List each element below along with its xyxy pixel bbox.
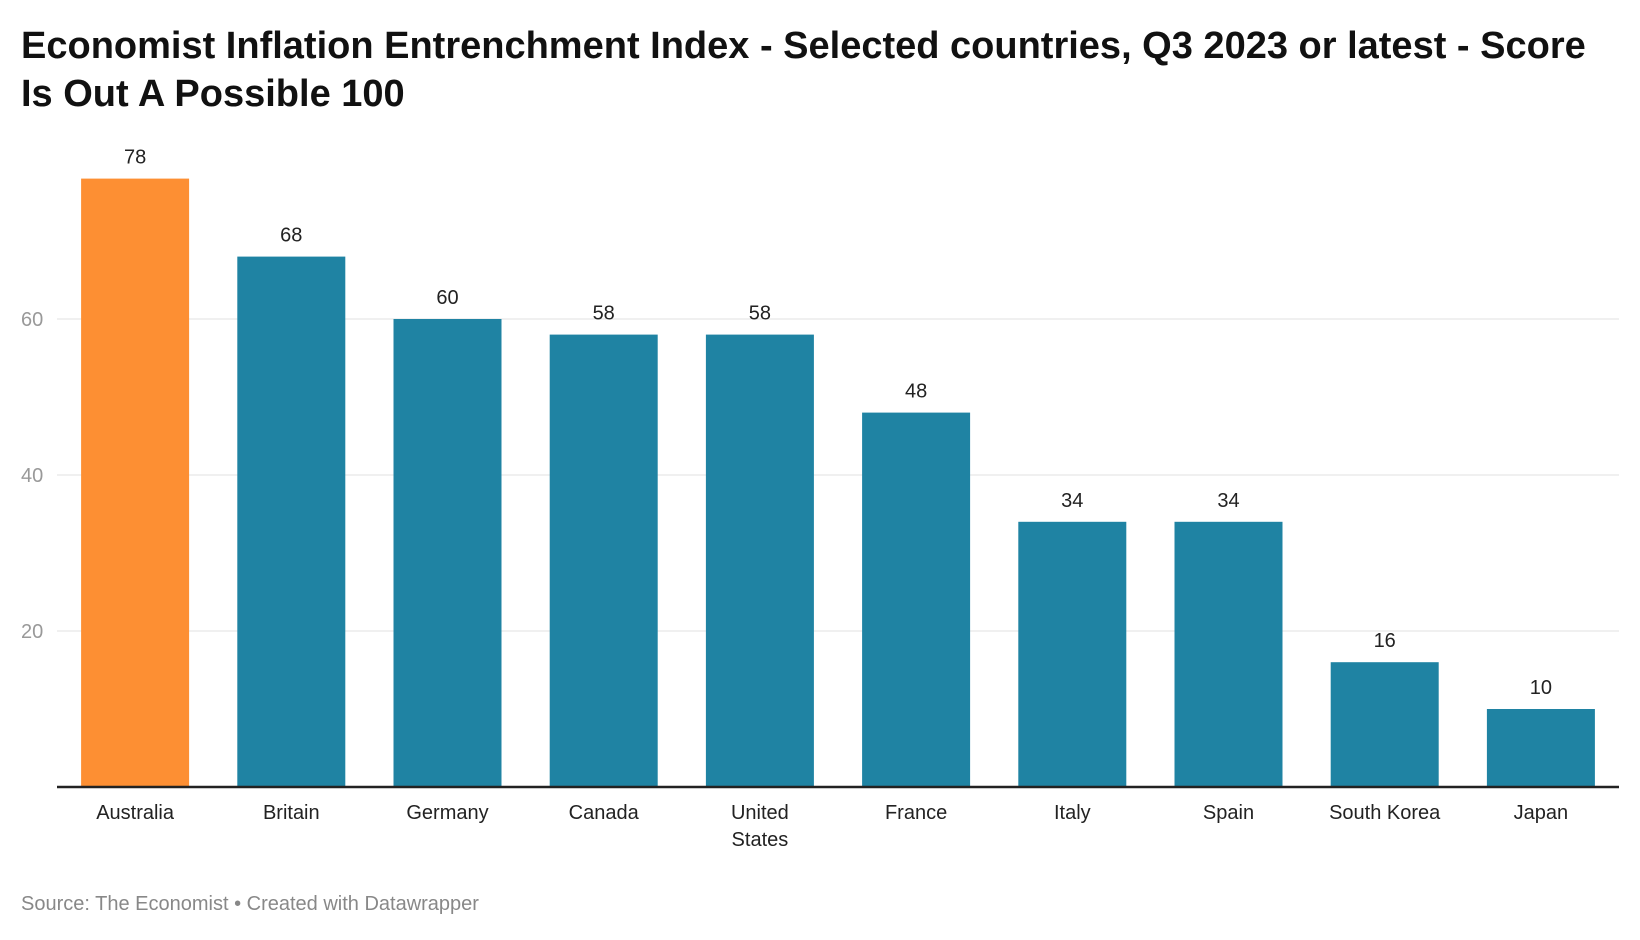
value-label: 16 xyxy=(1374,630,1396,652)
y-tick-label: 20 xyxy=(21,621,43,643)
bar xyxy=(1018,521,1127,787)
bar xyxy=(1486,709,1595,787)
value-label: 58 xyxy=(749,303,771,325)
x-tick-label: Australia xyxy=(96,802,175,824)
bar xyxy=(862,412,971,787)
value-label: 48 xyxy=(905,381,927,403)
x-tick-label: Italy xyxy=(1054,802,1091,824)
bar xyxy=(81,178,190,788)
bar xyxy=(393,319,502,787)
y-tick-label: 60 xyxy=(21,309,43,331)
bar xyxy=(1330,662,1439,787)
x-tick-label: United States xyxy=(731,802,789,851)
x-tick-label: Japan xyxy=(1514,802,1569,824)
value-label: 78 xyxy=(124,147,146,169)
x-tick-label: Germany xyxy=(406,802,488,824)
value-label: 34 xyxy=(1061,490,1083,512)
x-tick-label: South Korea xyxy=(1329,802,1441,824)
x-tick-label: Britain xyxy=(263,802,320,824)
value-label: 68 xyxy=(280,225,302,247)
bar xyxy=(1174,521,1283,787)
value-label: 34 xyxy=(1217,490,1239,512)
value-label: 58 xyxy=(593,303,615,325)
y-tick-label: 40 xyxy=(21,465,43,487)
chart-title: Economist Inflation Entrenchment Index -… xyxy=(21,25,1586,115)
bar xyxy=(549,334,658,787)
bar xyxy=(705,334,814,787)
bar xyxy=(237,256,346,788)
x-tick-label: Spain xyxy=(1203,802,1254,824)
source-footer: Source: The Economist • Created with Dat… xyxy=(21,893,479,915)
x-tick-label: Canada xyxy=(569,802,640,824)
value-label: 10 xyxy=(1530,677,1552,699)
value-label: 60 xyxy=(436,287,458,309)
x-tick-label: France xyxy=(885,802,947,824)
